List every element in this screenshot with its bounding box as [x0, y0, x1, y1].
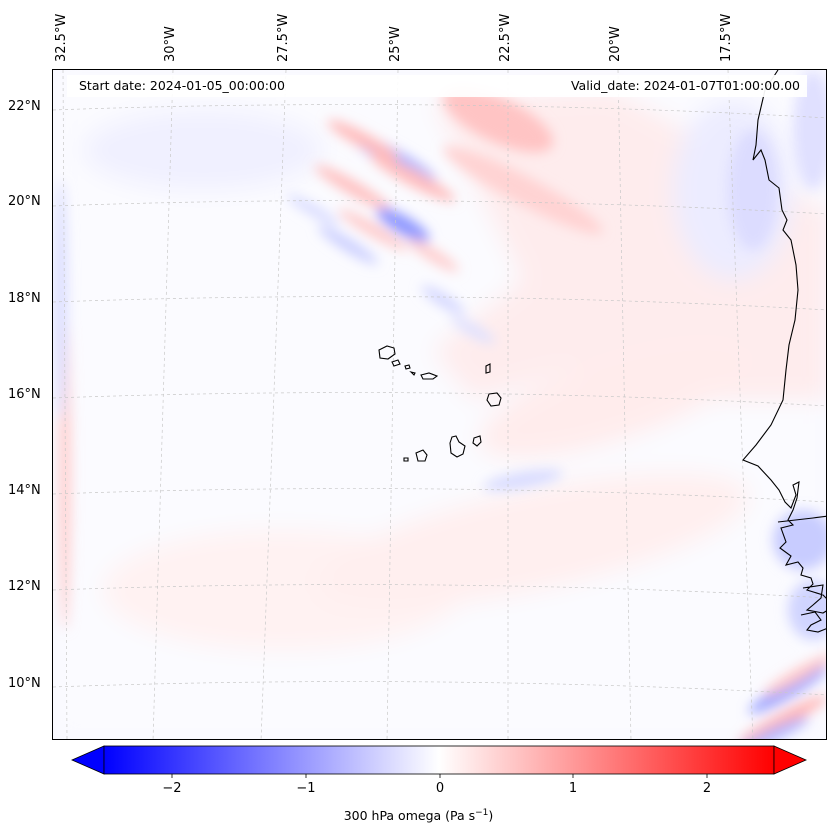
colorbar-label-close: ) — [488, 808, 494, 824]
colorbar-max-extend — [773, 745, 807, 775]
lon-label: 32.5°W — [54, 13, 69, 62]
colorbar-tick-label: −2 — [162, 781, 182, 796]
cape-verde-islands — [378, 345, 502, 462]
lat-label: 16°N — [8, 387, 41, 402]
lon-label: 30°W — [163, 26, 178, 62]
colorbar-tick-label: 0 — [435, 781, 445, 796]
omega-background-field — [53, 70, 826, 739]
lon-label: 22.5°W — [498, 13, 513, 62]
colorbar-tick-label: −1 — [296, 781, 316, 796]
colorbar-label-text: 300 hPa omega (Pa s — [343, 808, 476, 824]
lon-label: 27.5°W — [276, 13, 291, 62]
wave-band-coast — [55, 70, 826, 739]
lon-label: 20°W — [608, 26, 623, 62]
lat-label: 12°N — [8, 579, 41, 594]
map-panel[interactable] — [52, 69, 827, 740]
african-coastline — [742, 70, 826, 633]
colorbar — [71, 745, 807, 778]
header-strip — [67, 75, 807, 97]
colorbar-tick-label: 2 — [702, 781, 712, 796]
omega-field-map — [53, 70, 826, 739]
lat-label: 14°N — [8, 483, 41, 498]
lat-label: 22°N — [8, 99, 41, 114]
lat-label: 10°N — [8, 676, 41, 691]
start-date-label: Start date: 2024-01-05_00:00:00 — [79, 78, 285, 93]
colorbar-label: 300 hPa omega (Pa s−1) — [0, 808, 837, 823]
colorbar-min-extend — [71, 745, 105, 775]
colorbar-ramp — [103, 745, 775, 775]
graticule — [53, 70, 826, 739]
lon-label: 25°W — [388, 26, 403, 62]
valid-date-label: Valid_date: 2024-01-07T01:00:00.00 — [570, 78, 800, 93]
colorbar-tick-label: 1 — [568, 781, 578, 796]
wave-band-north — [286, 87, 603, 344]
lat-label: 18°N — [8, 291, 41, 306]
lon-label: 17.5°W — [719, 13, 734, 62]
colorbar-label-exponent: −1 — [475, 808, 489, 818]
lat-label: 20°N — [8, 194, 41, 209]
